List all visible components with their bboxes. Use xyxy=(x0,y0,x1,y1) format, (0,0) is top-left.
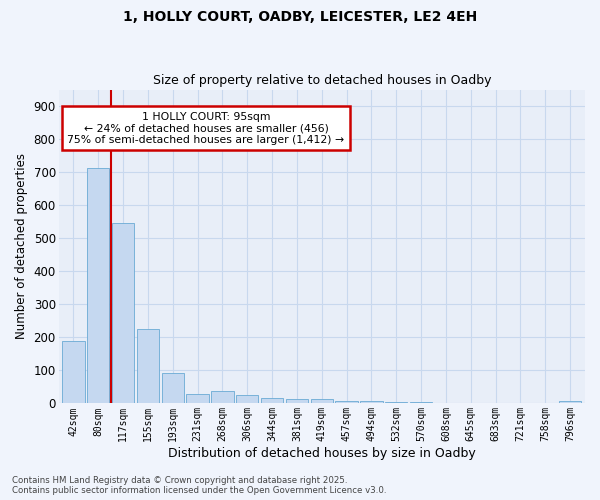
Bar xyxy=(211,391,233,404)
X-axis label: Distribution of detached houses by size in Oadby: Distribution of detached houses by size … xyxy=(168,447,476,460)
Bar xyxy=(410,402,432,404)
Bar xyxy=(62,342,85,404)
Bar xyxy=(137,329,159,404)
Title: Size of property relative to detached houses in Oadby: Size of property relative to detached ho… xyxy=(152,74,491,87)
Bar xyxy=(236,395,259,404)
Bar xyxy=(261,398,283,404)
Bar xyxy=(385,402,407,404)
Bar xyxy=(187,394,209,404)
Text: 1 HOLLY COURT: 95sqm
← 24% of detached houses are smaller (456)
75% of semi-deta: 1 HOLLY COURT: 95sqm ← 24% of detached h… xyxy=(67,112,344,144)
Bar xyxy=(360,402,383,404)
Bar xyxy=(112,224,134,404)
Bar xyxy=(311,400,333,404)
Bar xyxy=(161,372,184,404)
Text: 1, HOLLY COURT, OADBY, LEICESTER, LE2 4EH: 1, HOLLY COURT, OADBY, LEICESTER, LE2 4E… xyxy=(123,10,477,24)
Bar xyxy=(286,400,308,404)
Bar xyxy=(87,168,109,404)
Bar xyxy=(559,401,581,404)
Bar xyxy=(435,403,457,404)
Bar xyxy=(335,401,358,404)
Y-axis label: Number of detached properties: Number of detached properties xyxy=(15,154,28,340)
Text: Contains HM Land Registry data © Crown copyright and database right 2025.
Contai: Contains HM Land Registry data © Crown c… xyxy=(12,476,386,495)
